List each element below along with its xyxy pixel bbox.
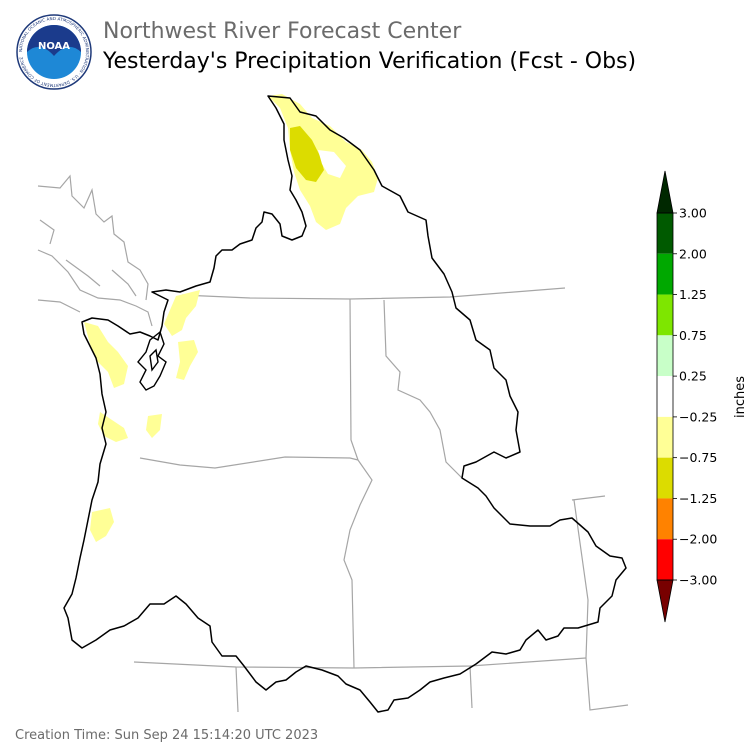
basin-outline <box>63 95 627 713</box>
colorbar-tick-label: −1.25 <box>679 491 717 506</box>
cascades-north-area <box>164 290 200 336</box>
colorbar-bins <box>657 213 673 580</box>
colorbar-tick-label: 2.00 <box>679 246 707 261</box>
colorbar-tick-label: −3.00 <box>679 573 717 588</box>
colorbar-tick-label: 0.25 <box>679 369 707 384</box>
cascades-mid-area <box>176 340 198 380</box>
colorbar-bin <box>657 416 673 458</box>
border-nv-ut <box>469 665 473 709</box>
border-ca-nv-lower <box>235 666 239 713</box>
puget-sound <box>137 330 167 391</box>
colorbar-bin <box>657 213 673 254</box>
vancouver-island-coast <box>37 249 153 327</box>
colorbar-bin <box>657 335 673 377</box>
colorbar-tick-label: −0.25 <box>679 409 717 424</box>
state-borders <box>133 287 629 713</box>
colorbar-extend-bottom <box>656 579 674 623</box>
colorbar-tick-label: −2.00 <box>679 532 717 547</box>
vancouver-island-inlets <box>39 219 137 297</box>
colorbar: 3.00 2.00 1.25 0.75 0.25 −0.25 −0.75 −1.25 −2.00… <box>656 170 748 623</box>
willapa-area <box>146 414 162 438</box>
puget-sound-inner <box>149 348 159 372</box>
colorbar-extend-top <box>656 170 674 214</box>
colorbar-bin <box>657 376 673 417</box>
logo-bird-shape <box>27 25 81 56</box>
colorbar-bin <box>657 294 673 336</box>
kootenay-white-gap <box>318 150 346 178</box>
colorbar-tick-label: −0.75 <box>679 450 717 465</box>
noaa-logo-icon: NOAA NATIONAL OCEANIC AND ATMOSPHERIC AD… <box>16 14 92 90</box>
coastline-group <box>37 174 153 327</box>
oregon-coast-area <box>90 508 114 542</box>
colorbar-frame <box>656 212 674 581</box>
creation-time: Creation Time: Sun Sep 24 15:14:20 UTC 2… <box>15 728 319 743</box>
colorbar-unit-label: inches <box>733 376 748 418</box>
colorbar-ticks: 3.00 2.00 1.25 0.75 0.25 −0.25 −0.75 −1.25 −2.00… <box>673 206 717 588</box>
border-wa-id <box>349 298 359 461</box>
bc-coastline <box>37 174 149 301</box>
colorbar-bin <box>657 253 673 295</box>
border-canada-us <box>181 287 566 300</box>
kootenay-moderate-area <box>290 126 324 182</box>
border-or-id <box>343 459 373 669</box>
colorbar-bin <box>657 457 673 499</box>
title-agency: Northwest River Forecast Center <box>103 19 462 44</box>
border-wa-or <box>139 456 359 469</box>
colorbar-tick-label: 0.75 <box>679 328 707 343</box>
colorbar-tick-label: 3.00 <box>679 206 707 221</box>
olympic-area <box>84 322 128 388</box>
title-product: Yesterday's Precipitation Verification (… <box>103 49 637 74</box>
border-mt-wy-east <box>571 495 629 711</box>
border-or-ca-nv <box>133 657 587 669</box>
salish-coast <box>37 299 81 313</box>
colorbar-bin <box>657 539 673 580</box>
colorbar-bin <box>657 498 673 540</box>
precip-diff-areas <box>84 94 378 542</box>
colorbar-tick-label: 1.25 <box>679 287 707 302</box>
border-id-mt <box>383 299 463 479</box>
logo-text: NOAA <box>38 41 70 52</box>
coast-wa-area <box>98 412 128 442</box>
